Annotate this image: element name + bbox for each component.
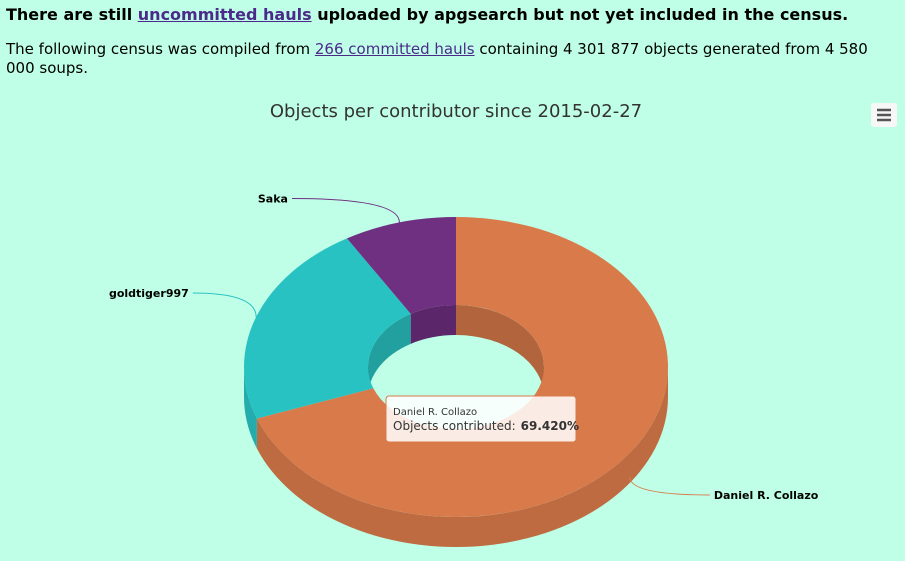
notice: There are still uncommitted hauls upload… [6,5,896,24]
link[interactable]: uncommitted hauls [137,5,312,24]
text: There are still [6,5,138,24]
text: The following census was compiled from [6,40,315,58]
menu-icon[interactable] [877,108,891,122]
tooltip-body: Objects contributed: 69.420% [393,419,579,433]
outer-wall [256,367,668,548]
connector [192,292,257,318]
slice [346,217,456,314]
tooltip-box [385,395,577,443]
tooltip-label: Objects contributed: [393,419,516,433]
link[interactable]: 266 committed hauls [314,40,475,58]
tooltip-value: 69.420% [521,419,579,433]
text: uploaded by apgsearch but not yet includ… [311,5,849,24]
summary: The following census was compiled from 2… [6,40,896,78]
connector [291,197,400,223]
data-label: goldtiger997 [109,287,189,300]
connector [629,476,710,496]
tooltip-title: Daniel R. Collazo [393,407,477,418]
menu-button[interactable] [871,103,897,127]
slice [243,238,411,419]
text: containing 4 301 877 objects generated f… [6,40,868,77]
data-label: Daniel R. Collazo [714,489,819,502]
chart-title: Objects per contributor since 2015-02-27 [270,101,642,122]
outer-wall [244,367,257,449]
inner-wall [456,305,544,397]
data-label: Saka [258,192,288,205]
inner-wall [410,305,456,344]
inner-wall [368,313,411,397]
